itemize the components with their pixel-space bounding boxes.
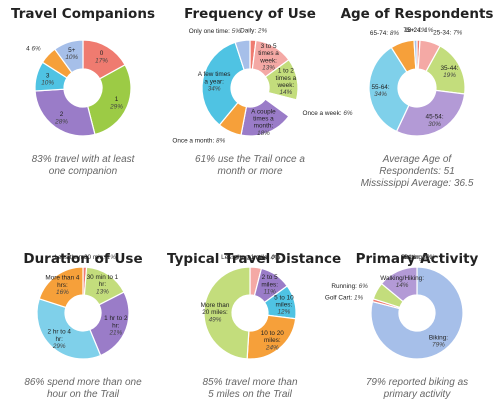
chart-caption: 86% spend more than one hour on the Trai… [2,377,164,401]
slice-label: 45-54: 30% [426,114,444,128]
slice-label: 2 to 5 miles: 11% [261,274,278,295]
slice-label: 35-44: 19% [440,65,458,79]
donut-slice-2 [34,88,96,137]
slice-label: Other: 0% [403,254,432,261]
slice-label: Skating: 0% [401,254,435,261]
slice-label: 2 hr to 4 hr: 29% [48,329,72,350]
panel-duration-of-use: Duration of Use Less than 30 min: 1% 30 m… [0,205,166,410]
donut-chart-frequency-of-use: Daily: 2% 3 to 5 times a week: 13% 1 to 2 time… [172,27,353,145]
donut-slice-more-than-20-miles [203,266,251,360]
donut-slice-10-to-20-miles [246,314,297,360]
slice-label: 55-64: 34% [372,84,390,98]
panel-typical-travel-distance: Typical Travel Distance Less than 1 mile… [167,205,342,410]
chart-title: Primary Activity [355,251,479,267]
slice-label: 4 6% [26,45,41,52]
chart-caption: 85% travel more than 5 miles on the Trai… [169,377,331,401]
slice-label: Biking: 79% [429,334,448,348]
chart-title: Frequency of Use [184,6,316,22]
caption-line: Mississippi Average: 36.5 [360,178,474,189]
slice-label: Once a month: 8% [172,138,225,145]
slice-label: 25-34: 7% [433,30,462,37]
slice-label: 1 to 2 miles: 4% [234,255,280,262]
donut-slice-biking [370,266,464,360]
slice-label: 3 10% [41,73,54,87]
slice-label: More than 20 miles: 49% [201,302,230,323]
caption-line: 86% spend more than one [24,377,142,388]
chart-caption: Average Age of Respondents: 51 Mississip… [336,154,498,190]
slice-label: Daily: 2% [240,27,267,34]
donut-chart-duration-of-use: Less than 30 min: 1% 30 min to 1 hr: 13% 1 h… [36,254,130,360]
slice-label: Once a week: 6% [302,110,352,117]
donut-slice-only-one-time [234,39,251,71]
caption-line: Average Age of [382,154,452,165]
donut-chart-travel-companions: 0 17% 1 29% 2 28% 3 10% 4 6% 5+ 10% [26,39,132,137]
slice-label: 18-24: 1% [404,27,433,34]
slice-label: A few times a year: 34% [198,71,231,92]
slice-label: 65-74: 8% [370,30,399,37]
donut-slice-1-hr-to-2-hr [89,291,130,357]
slice-label: Only one time: 5% [189,28,242,35]
caption-line: month or more [217,166,283,177]
slice-label: Golf Cart: 1% [325,295,364,302]
caption-line: hour on the Trail [46,389,120,400]
slice-label: 3 to 5 times a week: 13% [258,43,279,72]
slice-label: More than 4 hrs: 16% [45,275,80,296]
caption-line: one companion [48,166,118,177]
chart-title: Travel Companions [11,6,155,22]
caption-line: 61% use the Trail once a [195,154,305,165]
caption-line: 83% travel with at least [31,154,135,165]
caption-line: 79% reported biking as [365,377,469,388]
donut-slice-a-few-times-a-year [201,41,245,126]
chart-caption: 83% travel with at least one companion [2,154,164,178]
slice-label: 5 to 10 miles: 12% [274,294,294,315]
slice-label: 10 to 20 miles: 24% [261,330,285,351]
slice-label: 1 hr to 2 hr: 21% [104,315,128,336]
donut-slice-5 [53,39,84,74]
slice-label: 1 29% [109,96,123,110]
panel-age-of-respondents: Age of Respondents 18-24: 1% 25-34: 7% 35-… [334,0,500,205]
caption-line: 5 miles on the Trail [208,389,292,400]
caption-line: 85% travel more than [202,377,298,388]
slice-label: Running: 6% [331,283,368,290]
slice-label: Less than 30 min: 1% [54,254,116,261]
slice-label: Less than 1 mile: 0% [221,254,281,261]
donut-chart-primary-activity: Other: 0%Skating: 0% Biking: 79% Golf Cart:… [325,254,464,360]
donut-slice-45-54 [395,89,466,137]
chart-title: Duration of Use [23,251,143,267]
slice-label: 0 17% [95,50,108,64]
panel-primary-activity: Primary Activity Other: 0% Skating: 0% Bik… [325,205,500,410]
donut-slice-1 [86,64,132,136]
donut-slice-2-hr-to-4-hr [36,298,102,360]
chart-title: Typical Travel Distance [167,251,342,267]
chart-caption: 61% use the Trail once a month or more [169,154,331,178]
donut-slice-walking-hiking [380,266,418,303]
donut-slice-75 [413,39,418,70]
slice-label: 1 to 2 times a week: 14% [276,68,297,97]
slice-label: 2 28% [54,111,68,125]
panel-travel-companions: Travel Companions 0 17% 1 29% 2 28% 3 10% 4 6% 5+… [0,0,166,205]
slice-label: A couple times a month: 18% [251,108,276,137]
caption-line: Respondents: 51 [379,166,455,177]
chart-caption: 79% reported biking as primary activity [336,377,498,401]
donut-chart-typical-travel-distance: Less than 1 mile: 0%1 to 2 miles: 4% 2 to… [201,254,297,360]
donut-slice-more-than-4-hrs [38,266,84,309]
caption-line: primary activity [383,389,451,400]
chart-title: Age of Respondents [340,6,494,22]
slice-label: Walking/Hiking: 14% [380,275,424,289]
slice-label: 5+ 10% [65,47,78,61]
slice-label: 75+: 1% [403,27,427,34]
donut-chart-age-of-respondents: 18-24: 1% 25-34: 7% 35-44: 19% 45-54: 30% 55-6… [368,27,466,137]
donut-slice-55-64 [368,46,410,133]
slice-label: 30 min to 1 hr: 13% [87,274,119,295]
